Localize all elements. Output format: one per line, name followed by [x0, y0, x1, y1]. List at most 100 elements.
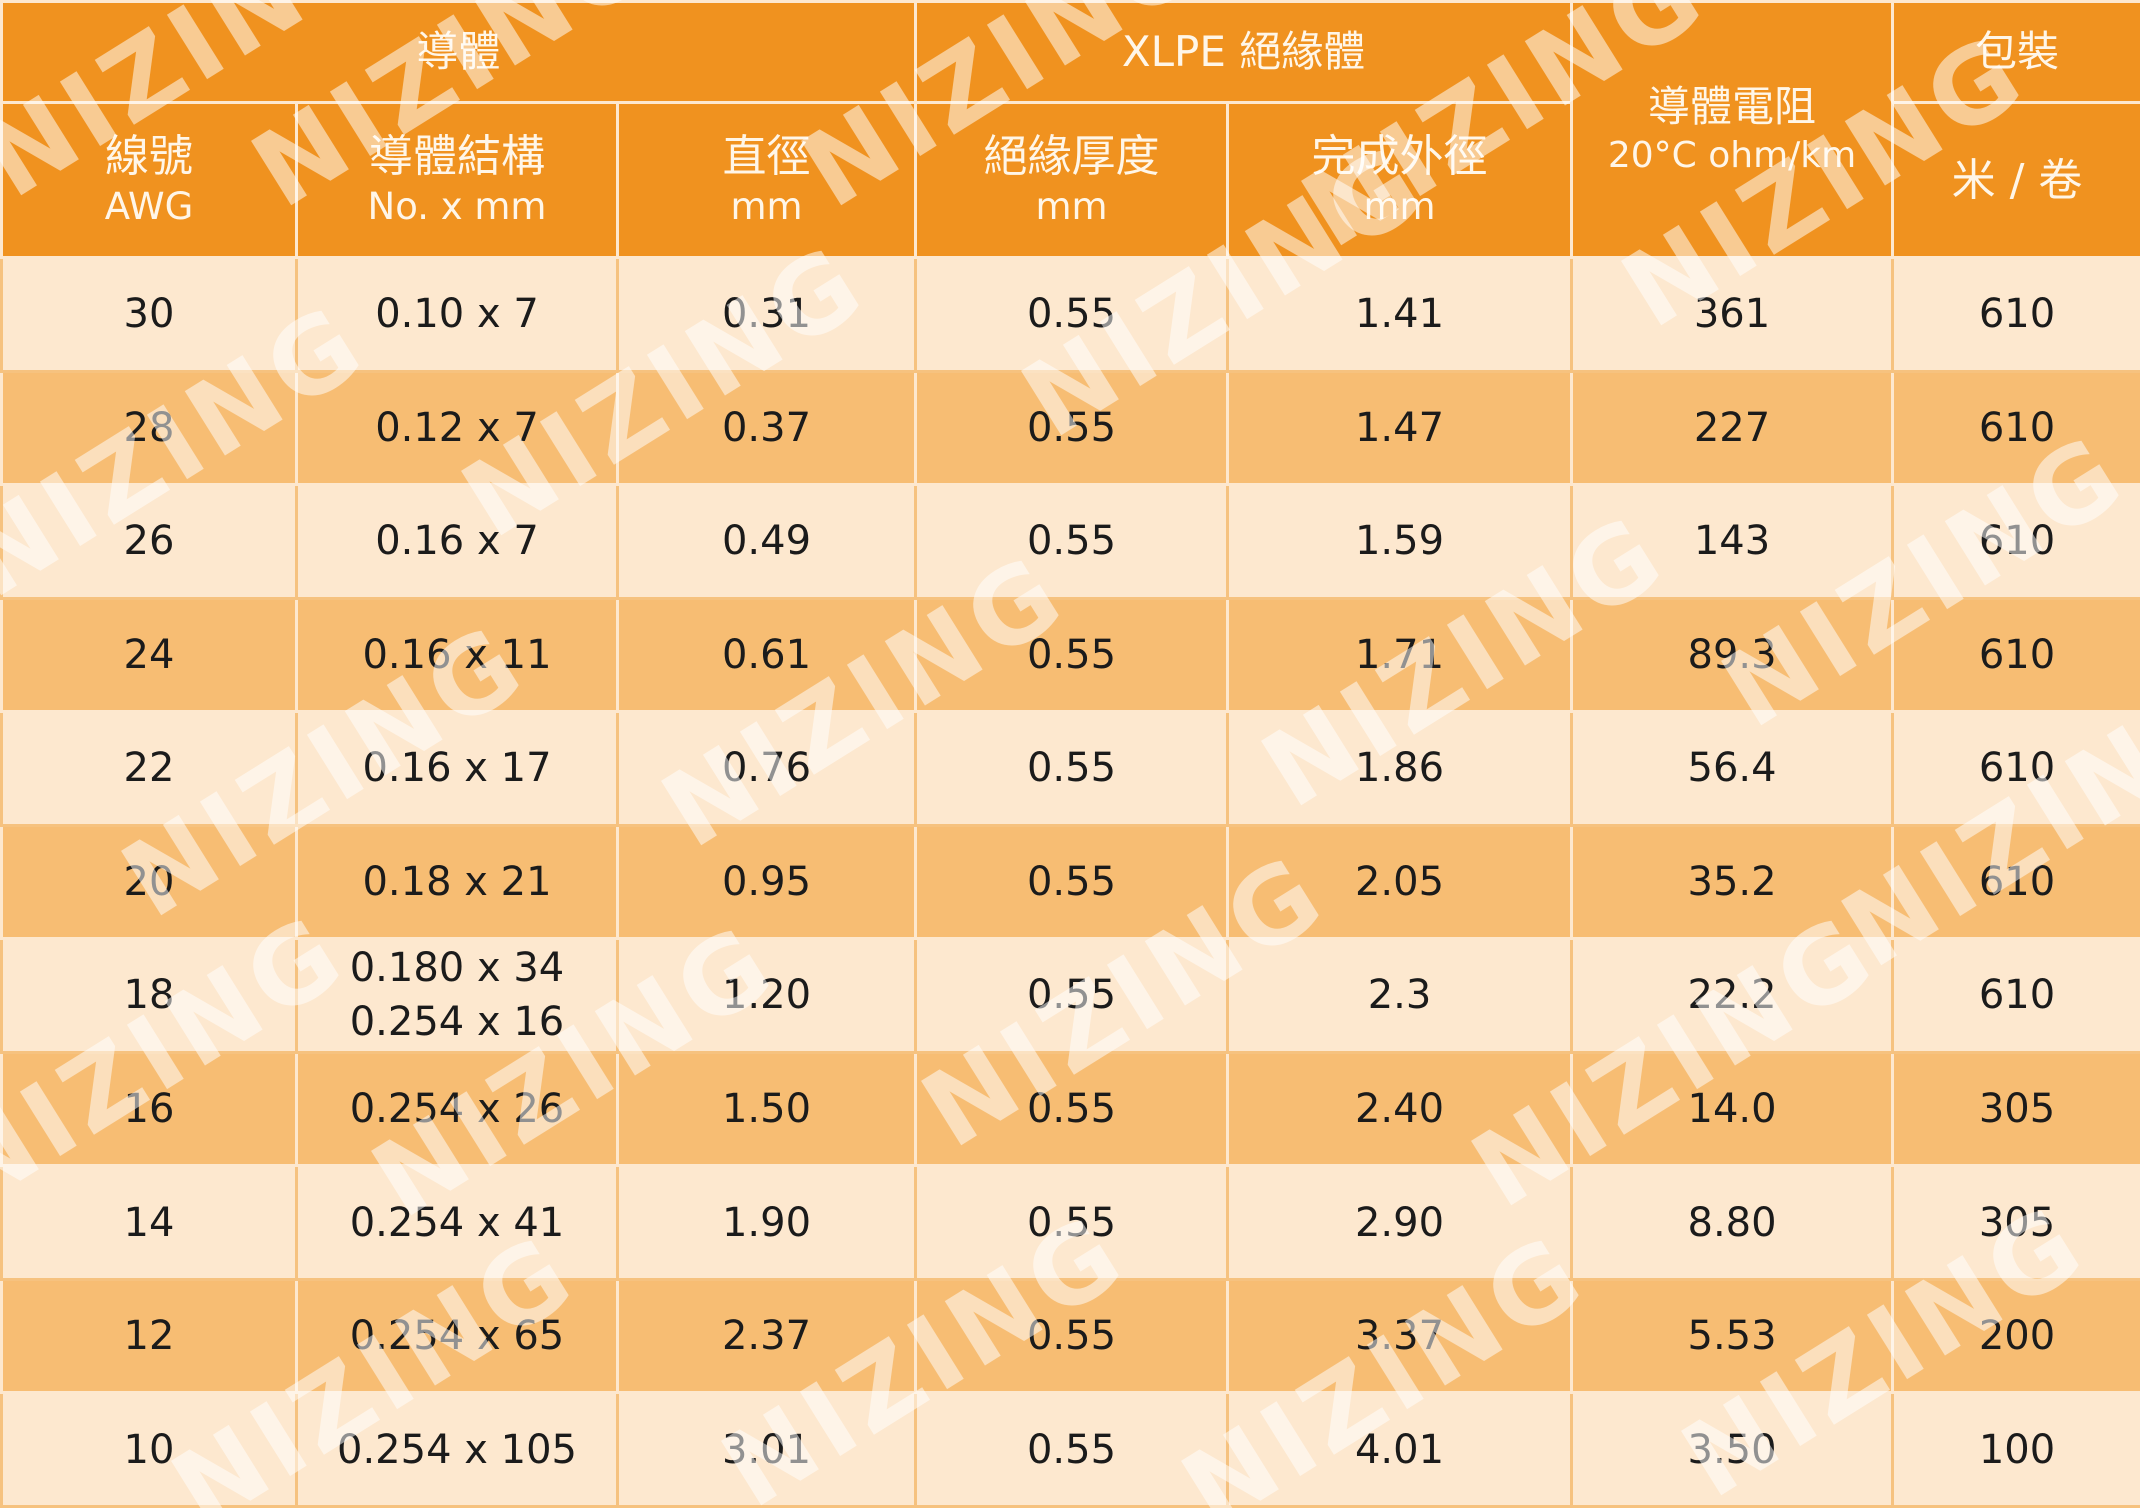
resistance-cell: 56.4 [1570, 710, 1895, 827]
awg-title: 線號 [105, 131, 193, 183]
structure-cell: 0.254 x 41 [295, 1164, 619, 1281]
resistance-unit: 20°C ohm/km [1607, 135, 1857, 177]
structure-cell: 0.16 x 17 [295, 710, 619, 827]
package-unit-header: 米 / 卷 [1891, 101, 2140, 259]
table-row: 12 0.254 x 65 2.37 0.55 3.37 5.53 200 [0, 1277, 2140, 1395]
outer-diameter-cell: 2.40 [1226, 1050, 1574, 1168]
structure-line: 0.18 x 21 [362, 858, 552, 905]
diameter-cell: 3.01 [615, 1391, 918, 1508]
resistance-cell: 361 [1570, 256, 1895, 373]
resistance-cell: 143 [1570, 483, 1895, 600]
outer-diameter-header: 完成外徑 mm [1226, 101, 1574, 259]
package-cell: 610 [1891, 596, 2140, 714]
outer-diameter-cell: 1.59 [1226, 483, 1574, 600]
structure-cell: 0.254 x 105 [295, 1391, 619, 1508]
table-row: 18 0.180 x 34 0.254 x 16 1.20 0.55 2.3 22.2 610 [0, 937, 2140, 1054]
table-row: 16 0.254 x 26 1.50 0.55 2.40 14.0 305 [0, 1050, 2140, 1168]
structure-cell: 0.16 x 11 [295, 596, 619, 714]
structure-line: 0.12 x 7 [375, 404, 539, 451]
package-cell: 610 [1891, 256, 2140, 373]
resistance-cell: 227 [1570, 369, 1895, 487]
structure-cell: 0.254 x 26 [295, 1050, 619, 1168]
structure-line: 0.254 x 16 [349, 999, 565, 1046]
awg-cell: 10 [0, 1391, 298, 1508]
thickness-cell: 0.55 [914, 710, 1230, 827]
thickness-title: 絕緣厚度 [983, 131, 1160, 183]
awg-cell: 20 [0, 823, 298, 941]
awg-cell: 16 [0, 1050, 298, 1168]
awg-cell: 22 [0, 710, 298, 827]
outer-diameter-cell: 2.3 [1226, 937, 1574, 1054]
diameter-cell: 0.95 [615, 823, 918, 941]
thickness-cell: 0.55 [914, 1277, 1230, 1395]
package-cell: 610 [1891, 937, 2140, 1054]
resistance-cell: 5.53 [1570, 1277, 1895, 1395]
package-cell: 100 [1891, 1391, 2140, 1508]
thickness-cell: 0.55 [914, 823, 1230, 941]
diameter-cell: 0.61 [615, 596, 918, 714]
outer-diameter-cell: 2.05 [1226, 823, 1574, 941]
awg-cell: 12 [0, 1277, 298, 1395]
outer-diameter-cell: 4.01 [1226, 1391, 1574, 1508]
outer-diameter-cell: 3.37 [1226, 1277, 1574, 1395]
structure-title: 導體結構 [369, 131, 545, 183]
structure-line: 0.254 x 65 [349, 1313, 565, 1360]
structure-cell: 0.254 x 65 [295, 1277, 619, 1395]
structure-cell: 0.12 x 7 [295, 369, 619, 487]
structure-cell: 0.18 x 21 [295, 823, 619, 941]
table-row: 14 0.254 x 41 1.90 0.55 2.90 8.80 305 [0, 1164, 2140, 1281]
thickness-unit: mm [1035, 185, 1108, 229]
diameter-header: 直徑 mm [615, 101, 918, 259]
outer-diameter-cell: 1.41 [1226, 256, 1574, 373]
diameter-cell: 1.90 [615, 1164, 918, 1281]
resistance-header: 導體電阻 20°C ohm/km [1570, 0, 1895, 259]
awg-cell: 30 [0, 256, 298, 373]
thickness-cell: 0.55 [914, 256, 1230, 373]
structure-line: 0.254 x 41 [349, 1199, 565, 1246]
package-cell: 305 [1891, 1050, 2140, 1168]
header-row-columns: 線號 AWG 導體結構 No. x mm 直徑 mm 絕緣厚度 mm 完成外徑 [0, 101, 2140, 259]
table-header: 導體 XLPE 絕緣體 導體電阻 20°C ohm/km 包裝 線號 AWG 導… [0, 0, 2140, 259]
package-cell: 610 [1891, 823, 2140, 941]
structure-cell: 0.16 x 7 [295, 483, 619, 600]
thickness-cell: 0.55 [914, 369, 1230, 487]
table-row: 20 0.18 x 21 0.95 0.55 2.05 35.2 610 [0, 823, 2140, 941]
awg-cell: 24 [0, 596, 298, 714]
diameter-cell: 0.49 [615, 483, 918, 600]
thickness-cell: 0.55 [914, 483, 1230, 600]
outer-diameter-cell: 1.71 [1226, 596, 1574, 714]
table-row: 30 0.10 x 7 0.31 0.55 1.41 361 610 [0, 256, 2140, 373]
thickness-cell: 0.55 [914, 1164, 1230, 1281]
thickness-cell: 0.55 [914, 596, 1230, 714]
outer-diameter-unit: mm [1363, 185, 1436, 229]
diameter-unit: mm [730, 185, 803, 229]
package-header: 包裝 [1891, 0, 2140, 104]
package-cell: 610 [1891, 483, 2140, 600]
awg-unit: AWG [104, 185, 194, 229]
structure-line: 0.16 x 17 [362, 745, 552, 792]
resistance-cell: 3.50 [1570, 1391, 1895, 1508]
outer-diameter-cell: 2.90 [1226, 1164, 1574, 1281]
awg-cell: 26 [0, 483, 298, 600]
thickness-cell: 0.55 [914, 937, 1230, 1054]
table-row: 26 0.16 x 7 0.49 0.55 1.59 143 610 [0, 483, 2140, 600]
awg-header: 線號 AWG [0, 101, 298, 259]
structure-line: 0.254 x 105 [337, 1426, 577, 1473]
diameter-cell: 0.31 [615, 256, 918, 373]
resistance-cell: 8.80 [1570, 1164, 1895, 1281]
diameter-cell: 2.37 [615, 1277, 918, 1395]
thickness-cell: 0.55 [914, 1050, 1230, 1168]
structure-unit: No. x mm [367, 185, 547, 229]
diameter-cell: 0.76 [615, 710, 918, 827]
resistance-title: 導體電阻 [1648, 81, 1817, 131]
awg-cell: 28 [0, 369, 298, 487]
conductor-group-header: 導體 [0, 0, 918, 104]
insulation-group-header: XLPE 絕緣體 [914, 0, 1574, 104]
package-cell: 610 [1891, 369, 2140, 487]
thickness-cell: 0.55 [914, 1391, 1230, 1508]
table-row: 22 0.16 x 17 0.76 0.55 1.86 56.4 610 [0, 710, 2140, 827]
structure-line: 0.16 x 11 [362, 631, 552, 678]
resistance-cell: 14.0 [1570, 1050, 1895, 1168]
